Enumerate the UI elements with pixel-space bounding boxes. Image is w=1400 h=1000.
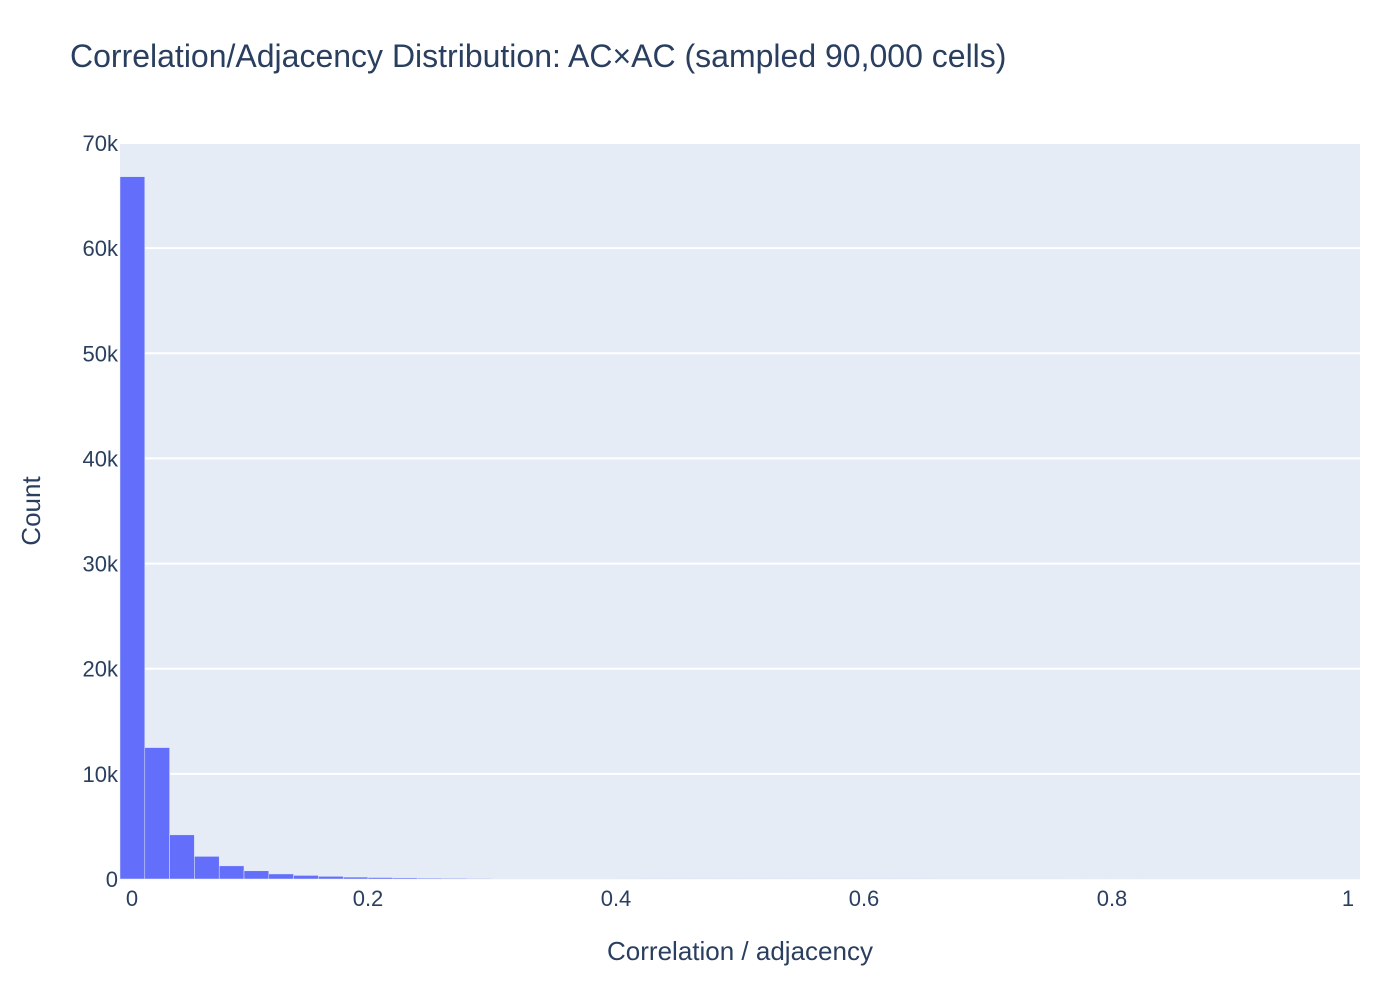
- y-tick-label: 60k: [83, 236, 119, 261]
- histogram-bar: [442, 878, 468, 880]
- x-axis-ticks: 0 0.2 0.4 0.6 0.8 1: [126, 886, 1354, 911]
- histogram-bar: [318, 876, 344, 880]
- y-tick-label: 40k: [83, 446, 119, 471]
- x-tick-label: 0.6: [849, 886, 880, 911]
- x-axis-title: Correlation / adjacency: [607, 936, 873, 966]
- y-tick-label: 20k: [83, 657, 119, 682]
- histogram-bar: [194, 856, 220, 880]
- histogram-bar: [268, 873, 294, 880]
- bars: [119, 176, 1361, 880]
- histogram-bar: [293, 875, 319, 880]
- histogram-bar: [392, 877, 418, 880]
- x-tick-label: 1: [1342, 886, 1354, 911]
- y-tick-label: 10k: [83, 762, 119, 787]
- y-tick-label: 70k: [83, 131, 119, 156]
- x-tick-label: 0.4: [601, 886, 632, 911]
- histogram-bar: [119, 176, 146, 880]
- histogram-bar: [218, 865, 245, 880]
- histogram-bar: [466, 878, 493, 880]
- x-tick-label: 0.8: [1097, 886, 1128, 911]
- histogram-bar: [367, 877, 394, 880]
- histogram-bar: [417, 877, 443, 880]
- histogram-bar: [243, 870, 270, 880]
- y-tick-label: 0: [106, 867, 118, 892]
- chart-title: Correlation/Adjacency Distribution: AC×A…: [70, 38, 1007, 74]
- y-tick-label: 30k: [83, 552, 119, 577]
- histogram-bar: [342, 876, 369, 880]
- gridlines: [120, 142, 1360, 775]
- y-tick-label: 50k: [83, 341, 119, 366]
- plot-area: [120, 143, 1360, 879]
- histogram-bar: [169, 834, 195, 880]
- x-tick-label: 0.2: [353, 886, 384, 911]
- y-axis-title: Count: [16, 476, 46, 546]
- y-axis-ticks: 0 10k 20k 30k 40k 50k 60k 70k: [83, 131, 119, 892]
- histogram-bar: [144, 747, 170, 880]
- x-tick-label: 0: [126, 886, 138, 911]
